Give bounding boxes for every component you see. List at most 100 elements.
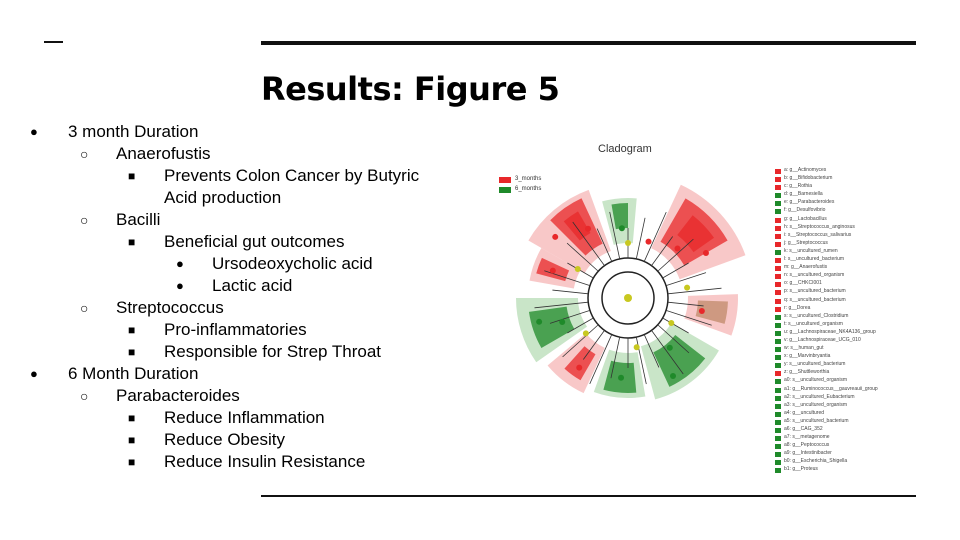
bullet-text: 3 month Duration <box>68 122 199 141</box>
core-ring <box>601 271 655 325</box>
taxa-legend-item: a9: g__Intestinibacter <box>775 450 885 459</box>
bullet-marker: ○ <box>80 146 89 162</box>
taxa-swatch <box>775 363 781 369</box>
taxa-label: e: g__Parabacteroides <box>784 199 835 206</box>
tree-branch <box>534 301 589 309</box>
bullet-text: Anaerofustis <box>116 144 211 163</box>
tree-branch <box>583 330 605 360</box>
bullet-marker: ● <box>30 124 38 139</box>
tree-branch <box>651 236 673 266</box>
taxa-swatch <box>775 217 781 223</box>
tree-node <box>552 233 559 240</box>
bullet-item-level-4: ● Lactic acid <box>0 275 470 297</box>
taxa-label: a8: g__Peptococcus <box>784 442 830 449</box>
taxa-legend-item: b1: g__Proteus <box>775 466 885 475</box>
taxa-legend-item: w: s__human_gut <box>775 345 885 354</box>
bullet-text: Reduce Inflammation <box>164 408 325 427</box>
taxa-swatch <box>775 298 781 304</box>
group-swatch <box>499 177 511 183</box>
bullet-marker: ○ <box>80 300 89 316</box>
taxa-legend-item: p: s__uncultured_bacterium <box>775 288 885 297</box>
taxa-label: c: g__Rothia <box>784 183 813 190</box>
bullet-item-level-3: ■ Responsible for Strep Throat <box>0 341 470 363</box>
taxa-legend-item: m: g__Anaerofustis <box>775 264 885 273</box>
taxa-legend-item: o: g__CHKCI001 <box>775 280 885 289</box>
tree-node <box>633 344 640 351</box>
tree-branch <box>662 317 689 334</box>
taxa-label: a6: g__CAG_352 <box>784 426 823 432</box>
group-label: 3_months <box>515 176 542 182</box>
tree-branch <box>562 324 599 358</box>
group-swatch <box>499 187 511 193</box>
bullet-marker: ■ <box>128 345 136 359</box>
taxa-swatch <box>775 322 781 328</box>
tree-branch <box>657 324 690 354</box>
bullet-item-level-3: ■ Pro-inflammatories <box>0 319 470 341</box>
tree-branch <box>665 309 712 326</box>
tree-branch <box>665 272 707 287</box>
tree-branch <box>567 317 594 334</box>
tree-node <box>585 225 591 232</box>
tree-branch <box>657 238 694 272</box>
top-divider-line <box>261 41 916 45</box>
tree-branch <box>610 337 621 379</box>
tree-node <box>698 308 705 315</box>
bullet-marker: ■ <box>128 455 136 469</box>
taxa-label: w: s__human_gut <box>784 345 824 352</box>
taxa-legend-item: q: s__uncultured_bacterium <box>775 297 885 306</box>
cladogram-taxa-legend: a: g__Actinomyces b: g__Bifidobacterium c:… <box>775 167 885 476</box>
taxa-legend-item: a6: g__CAG_352 <box>775 426 885 435</box>
taxa-legend-item: y: s__uncultured_bacterium <box>775 361 885 370</box>
bullet-item-level-2: ○ Streptococcus <box>0 297 470 319</box>
taxa-swatch <box>775 306 781 312</box>
bullet-text: Lactic acid <box>212 276 293 295</box>
taxa-legend-item: u: g__Lachnospiraceae_NK4A136_group <box>775 328 885 338</box>
taxa-label: k: s__uncultured_rumen <box>784 247 838 254</box>
taxa-swatch <box>775 347 781 353</box>
taxa-label: l: s__uncultured_bacterium <box>784 256 845 263</box>
bullet-marker: ○ <box>80 212 89 228</box>
taxa-label: s: s__uncultured_Clostridium <box>784 312 849 319</box>
taxa-legend-item: a0: s__uncultured_organism <box>775 377 885 386</box>
taxa-swatch <box>775 258 781 264</box>
taxa-label: u: g__Lachnospiraceae_NK4A136_group <box>784 328 876 335</box>
tree-branch <box>589 334 613 385</box>
taxa-legend-item: b0: g__Escherichia_Shigella <box>775 458 885 467</box>
bullet-text: Acid production <box>164 188 282 207</box>
tree-branch <box>609 211 621 259</box>
cladogram-title: Cladogram <box>598 143 652 155</box>
bullet-marker: ■ <box>128 235 136 249</box>
cladogram <box>516 184 746 400</box>
taxa-label: y: s__uncultured_bacterium <box>784 361 846 368</box>
taxa-swatch <box>775 338 781 344</box>
taxa-legend-item: z: g__Shuttleworthia <box>775 369 885 378</box>
taxa-label: h: s__Streptococcus_anginosus <box>784 223 855 230</box>
tree-branch <box>596 228 613 262</box>
bullet-item-level-2: ○ Anaerofustis <box>0 143 470 165</box>
bullet-marker: ■ <box>128 411 136 425</box>
tree-node <box>674 245 681 252</box>
taxa-legend-item: a1: g__Ruminococcus__gauvreauii_group <box>775 386 885 395</box>
clade-highlight <box>528 306 575 348</box>
taxa-label: i: s__Streptococcus_salivarius <box>784 231 852 238</box>
bullet-item-level-3: ■ Reduce Insulin Resistance <box>0 451 470 473</box>
taxa-label: a: g__Actinomyces <box>784 167 827 173</box>
bottom-divider-line <box>261 495 916 497</box>
bullet-text: 6 Month Duration <box>68 364 199 383</box>
taxa-label: a2: s__uncultured_Eubacterium <box>784 393 855 400</box>
taxa-swatch <box>775 452 781 458</box>
bullet-marker: ● <box>176 256 184 271</box>
taxa-label: a5: s__uncultured_bacterium <box>784 417 849 424</box>
bullet-marker: ■ <box>128 433 136 447</box>
bullet-list: ● 3 month Duration ○ Anaerofustis ■ Prevents … <box>0 121 470 473</box>
bullet-item-level-2: ○ Bacilli <box>0 209 470 231</box>
tree-node <box>582 330 589 337</box>
taxa-swatch <box>775 241 781 247</box>
bullet-text: Ursodeoxycholic acid <box>212 254 373 273</box>
tree-node <box>549 267 556 274</box>
taxa-label: n: s__uncultured_organism <box>784 272 845 279</box>
taxa-swatch <box>775 266 781 272</box>
taxa-swatch <box>775 177 781 183</box>
bullet-marker: ● <box>30 366 38 381</box>
taxa-swatch <box>775 169 781 174</box>
